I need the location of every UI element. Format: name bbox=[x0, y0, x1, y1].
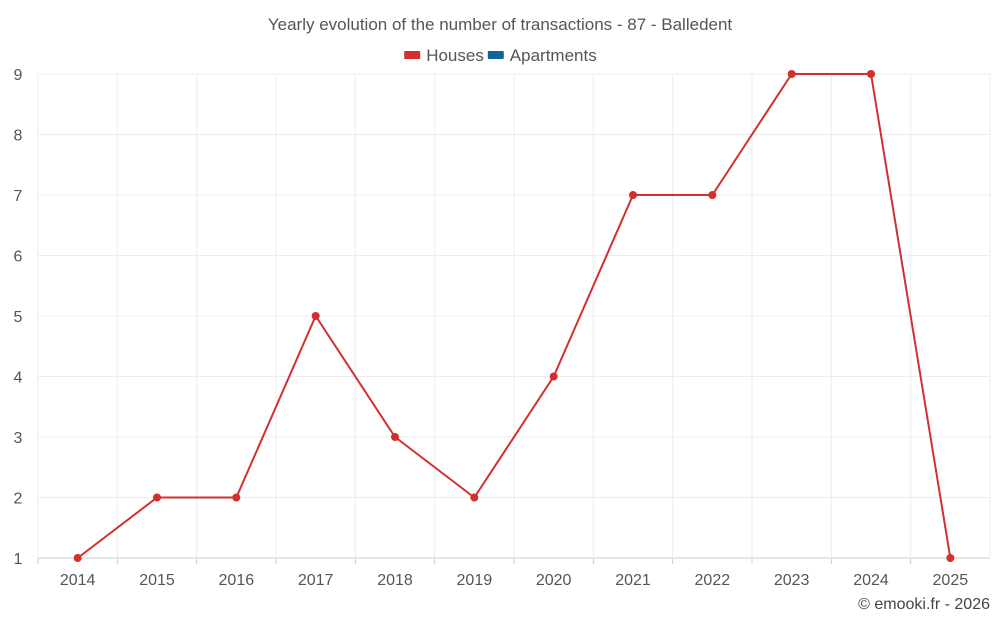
x-tick-label: 2024 bbox=[853, 572, 889, 589]
x-tick-label: 2023 bbox=[774, 572, 810, 589]
legend: Houses Apartments bbox=[404, 46, 597, 65]
y-tick-label: 8 bbox=[14, 128, 23, 145]
data-point-houses-2014[interactable] bbox=[73, 554, 82, 562]
legend-label: Houses bbox=[426, 46, 484, 65]
data-point-houses-2019[interactable] bbox=[470, 493, 479, 502]
x-tick-label: 2016 bbox=[219, 572, 255, 589]
y-tick-label: 4 bbox=[14, 370, 23, 387]
y-axis: 1 2 3 4 5 6 7 8 9 bbox=[14, 67, 23, 568]
x-tick-label: 2020 bbox=[536, 572, 572, 589]
chart-title: Yearly evolution of the number of transa… bbox=[268, 15, 733, 34]
legend-label: Apartments bbox=[510, 46, 597, 65]
data-point-houses-2017[interactable] bbox=[311, 312, 320, 320]
data-point-houses-2021[interactable] bbox=[629, 191, 637, 199]
data-point-houses-2025[interactable] bbox=[946, 554, 955, 562]
x-tick-label: 2018 bbox=[377, 572, 413, 589]
x-tick-label: 2021 bbox=[615, 572, 651, 589]
x-tick-label: 2015 bbox=[139, 572, 175, 589]
series-line-houses bbox=[77, 73, 952, 559]
data-point-houses-2022[interactable] bbox=[708, 191, 717, 199]
y-tick-label: 5 bbox=[14, 309, 23, 326]
series-group bbox=[73, 70, 955, 562]
y-tick-label: 3 bbox=[14, 430, 23, 447]
x-tick-label: 2014 bbox=[60, 572, 96, 589]
grid bbox=[37, 73, 991, 559]
x-tick-label: 2025 bbox=[933, 572, 969, 589]
x-tick-label: 2019 bbox=[457, 572, 493, 589]
legend-item-houses[interactable]: Houses bbox=[404, 46, 484, 65]
y-tick-label: 9 bbox=[14, 67, 23, 84]
data-point-houses-2016[interactable] bbox=[232, 493, 241, 502]
y-tick-label: 7 bbox=[14, 188, 23, 205]
legend-swatch bbox=[404, 51, 421, 59]
data-point-houses-2015[interactable] bbox=[153, 493, 161, 502]
y-tick-label: 6 bbox=[14, 249, 23, 266]
data-point-houses-2020[interactable] bbox=[549, 372, 558, 381]
data-point-houses-2023[interactable] bbox=[787, 70, 796, 78]
x-axis: 2014 2015 2016 2017 2018 2019 2020 2021 2022 2023… bbox=[37, 558, 969, 589]
x-tick-label: 2017 bbox=[298, 572, 334, 589]
data-point-houses-2018[interactable] bbox=[391, 433, 399, 441]
data-point-houses-2024[interactable] bbox=[867, 70, 875, 78]
y-tick-label: 1 bbox=[14, 551, 23, 568]
legend-item-apartments[interactable]: Apartments bbox=[487, 46, 597, 65]
x-tick-label: 2022 bbox=[695, 572, 731, 589]
y-tick-label: 2 bbox=[14, 491, 23, 508]
legend-swatch bbox=[487, 51, 504, 59]
footer-credit: © emooki.fr - 2026 bbox=[858, 596, 990, 613]
